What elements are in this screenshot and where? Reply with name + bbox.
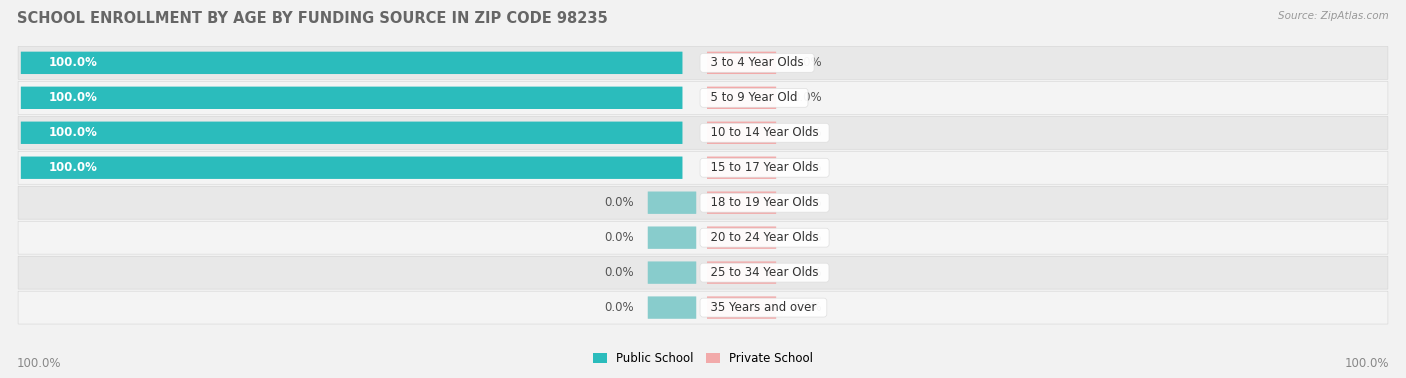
FancyBboxPatch shape xyxy=(21,122,682,144)
FancyBboxPatch shape xyxy=(18,291,1388,324)
Text: 0.0%: 0.0% xyxy=(793,196,823,209)
FancyBboxPatch shape xyxy=(21,52,682,74)
Text: 0.0%: 0.0% xyxy=(605,196,634,209)
Text: 100.0%: 100.0% xyxy=(48,161,97,174)
Text: Source: ZipAtlas.com: Source: ZipAtlas.com xyxy=(1278,11,1389,21)
FancyBboxPatch shape xyxy=(707,192,776,214)
Text: 35 Years and over: 35 Years and over xyxy=(703,301,824,314)
Text: 5 to 9 Year Old: 5 to 9 Year Old xyxy=(703,91,806,104)
FancyBboxPatch shape xyxy=(707,262,776,284)
FancyBboxPatch shape xyxy=(18,81,1388,114)
Legend: Public School, Private School: Public School, Private School xyxy=(588,347,818,370)
Text: 18 to 19 Year Olds: 18 to 19 Year Olds xyxy=(703,196,827,209)
FancyBboxPatch shape xyxy=(21,156,682,179)
FancyBboxPatch shape xyxy=(707,52,776,74)
Text: 0.0%: 0.0% xyxy=(605,266,634,279)
Text: 0.0%: 0.0% xyxy=(793,126,823,139)
FancyBboxPatch shape xyxy=(707,156,776,179)
FancyBboxPatch shape xyxy=(707,226,776,249)
Text: 15 to 17 Year Olds: 15 to 17 Year Olds xyxy=(703,161,827,174)
Text: 100.0%: 100.0% xyxy=(48,56,97,69)
Text: 0.0%: 0.0% xyxy=(793,266,823,279)
Text: 0.0%: 0.0% xyxy=(793,91,823,104)
FancyBboxPatch shape xyxy=(648,262,696,284)
FancyBboxPatch shape xyxy=(18,116,1388,149)
Text: 0.0%: 0.0% xyxy=(793,231,823,244)
FancyBboxPatch shape xyxy=(18,256,1388,289)
FancyBboxPatch shape xyxy=(648,226,696,249)
FancyBboxPatch shape xyxy=(648,296,696,319)
Text: 100.0%: 100.0% xyxy=(17,358,62,370)
Text: 0.0%: 0.0% xyxy=(793,56,823,69)
Text: 100.0%: 100.0% xyxy=(48,91,97,104)
FancyBboxPatch shape xyxy=(18,151,1388,184)
Text: SCHOOL ENROLLMENT BY AGE BY FUNDING SOURCE IN ZIP CODE 98235: SCHOOL ENROLLMENT BY AGE BY FUNDING SOUR… xyxy=(17,11,607,26)
FancyBboxPatch shape xyxy=(648,192,696,214)
FancyBboxPatch shape xyxy=(21,87,682,109)
Text: 0.0%: 0.0% xyxy=(605,231,634,244)
FancyBboxPatch shape xyxy=(18,46,1388,79)
Text: 25 to 34 Year Olds: 25 to 34 Year Olds xyxy=(703,266,825,279)
FancyBboxPatch shape xyxy=(707,122,776,144)
Text: 100.0%: 100.0% xyxy=(1344,358,1389,370)
FancyBboxPatch shape xyxy=(707,87,776,109)
Text: 20 to 24 Year Olds: 20 to 24 Year Olds xyxy=(703,231,827,244)
FancyBboxPatch shape xyxy=(707,296,776,319)
Text: 0.0%: 0.0% xyxy=(793,161,823,174)
FancyBboxPatch shape xyxy=(18,221,1388,254)
Text: 0.0%: 0.0% xyxy=(793,301,823,314)
Text: 100.0%: 100.0% xyxy=(48,126,97,139)
FancyBboxPatch shape xyxy=(18,186,1388,219)
Text: 3 to 4 Year Olds: 3 to 4 Year Olds xyxy=(703,56,811,69)
Text: 0.0%: 0.0% xyxy=(605,301,634,314)
Text: 10 to 14 Year Olds: 10 to 14 Year Olds xyxy=(703,126,827,139)
